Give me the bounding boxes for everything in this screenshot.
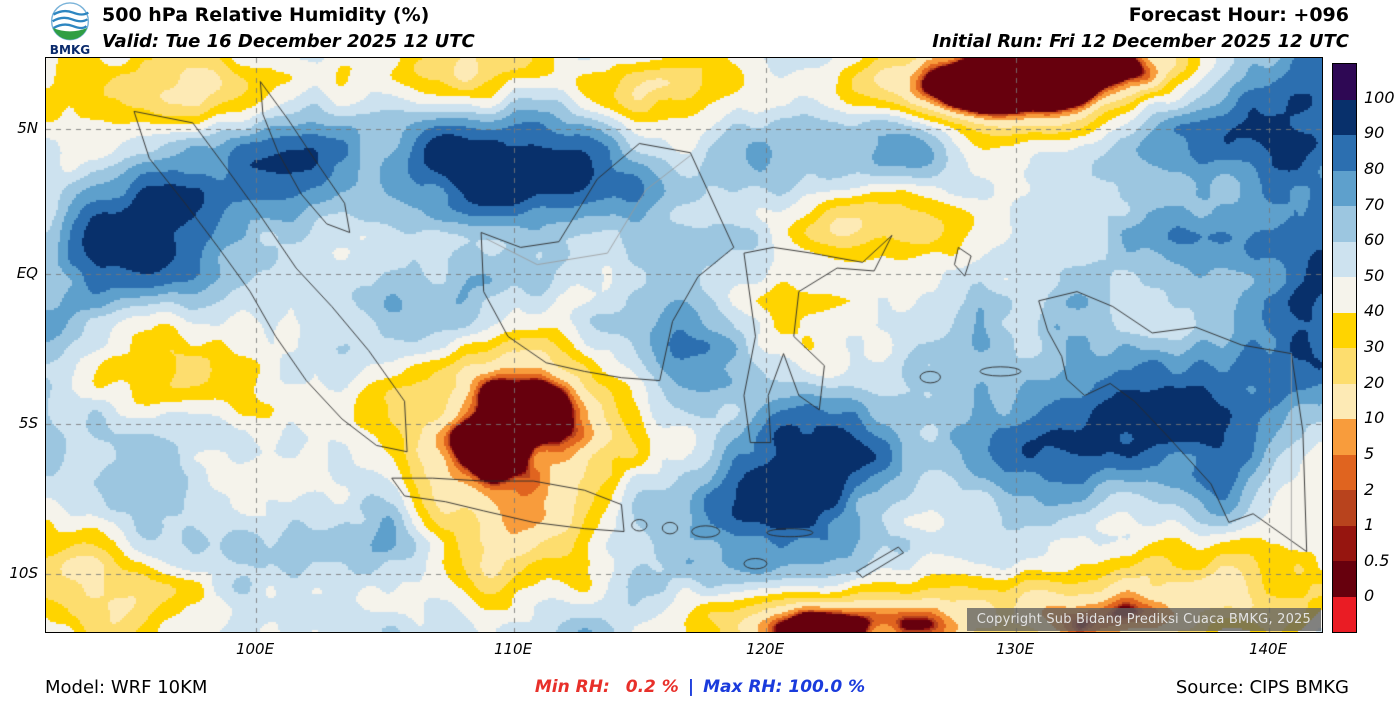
colorbar-tick-label: 5: [1364, 443, 1375, 463]
lon-tick-140e: 140E: [1248, 640, 1288, 658]
colorbar-tick-label: 0.5: [1364, 550, 1390, 570]
colorbar-segment: [1333, 348, 1356, 384]
lat-tick-5s: 5S: [18, 414, 38, 432]
logo-earth-icon: [52, 28, 88, 40]
map-frame: Copyright Sub Bidang Prediksi Cuaca BMKG…: [45, 57, 1323, 633]
colorbar-tick-label: 50: [1364, 265, 1385, 285]
source-label: Source: CIPS BMKG: [1175, 677, 1349, 698]
colorbar-segment: [1333, 419, 1356, 455]
colorbar-tick-label: 2: [1364, 479, 1375, 499]
colorbar-segment: [1333, 135, 1356, 171]
minmax-readout: Min RH: 0.2 % | Max RH: 100.0 %: [535, 677, 865, 697]
colorbar-segment: [1333, 312, 1356, 348]
model-label: Model: WRF 10KM: [45, 677, 208, 698]
max-rh-label: Max RH:: [703, 677, 783, 697]
colorbar-segment: [1333, 241, 1356, 277]
colorbar-tick-label: 10: [1364, 408, 1385, 428]
colorbar-tick-label: 0: [1364, 586, 1375, 606]
colorbar-tick-label: 70: [1364, 194, 1385, 214]
lat-tick-10s: 10S: [9, 564, 38, 582]
logo-wave-icon: [52, 9, 89, 16]
colorbar-segment: [1333, 206, 1356, 242]
colorbar-tick-label: 30: [1364, 337, 1385, 356]
colorbar-segment: [1333, 490, 1356, 526]
colorbar-segment: [1333, 170, 1356, 206]
lat-tick-eq: EQ: [16, 264, 38, 282]
initial-run-label: Initial Run: Fri 12 December 2025 12 UTC: [932, 31, 1349, 52]
forecast-hour-label: Forecast Hour: +096: [1128, 4, 1349, 26]
colorbar-tick-label: 80: [1364, 158, 1385, 178]
colorbar-segment: [1333, 596, 1356, 632]
page-title: 500 hPa Relative Humidity (%): [102, 4, 430, 26]
copyright-watermark: Copyright Sub Bidang Prediksi Cuaca BMKG…: [966, 608, 1321, 631]
colorbar-tick-label: 60: [1364, 230, 1385, 250]
valid-time-label: Valid: Tue 16 December 2025 12 UTC: [102, 31, 475, 52]
colorbar-segment: [1333, 383, 1356, 419]
colorbar-segment: [1333, 525, 1356, 561]
lon-tick-120e: 120E: [745, 640, 785, 658]
colorbar-segment: [1333, 454, 1356, 490]
colorbar-segment: [1333, 99, 1356, 135]
colorbar-segment: [1333, 561, 1356, 597]
logo-label: BMKG: [50, 43, 90, 57]
colorbar-tick-label: 100: [1364, 87, 1395, 107]
colorbar-segment: [1333, 64, 1356, 100]
lon-tick-130e: 130E: [995, 640, 1035, 658]
colorbar-ticks: 100 90 80 70 60 50 40 30 20 10 5 2 1 0.5 0: [1364, 63, 1400, 635]
humidity-map-canvas: [46, 58, 1322, 632]
max-rh-value: 100.0 %: [788, 677, 866, 697]
colorbar-segment: [1333, 277, 1356, 313]
logo-wave-icon: [52, 16, 89, 23]
lon-tick-100e: 100E: [235, 640, 275, 658]
lat-tick-5n: 5N: [17, 119, 38, 137]
minmax-divider: |: [687, 677, 695, 697]
colorbar: [1332, 63, 1357, 633]
colorbar-tick-label: 20: [1364, 372, 1385, 392]
colorbar-tick-label: 1: [1364, 515, 1375, 535]
colorbar-tick-label: 90: [1364, 123, 1385, 143]
min-rh-label: Min RH:: [534, 677, 610, 697]
logo-wave-icon: [52, 23, 88, 30]
colorbar-tick-label: 40: [1364, 301, 1385, 321]
min-rh-value: 0.2 %: [625, 677, 679, 697]
bmkg-logo: BMKG: [50, 2, 90, 57]
lon-tick-110e: 110E: [493, 640, 533, 658]
